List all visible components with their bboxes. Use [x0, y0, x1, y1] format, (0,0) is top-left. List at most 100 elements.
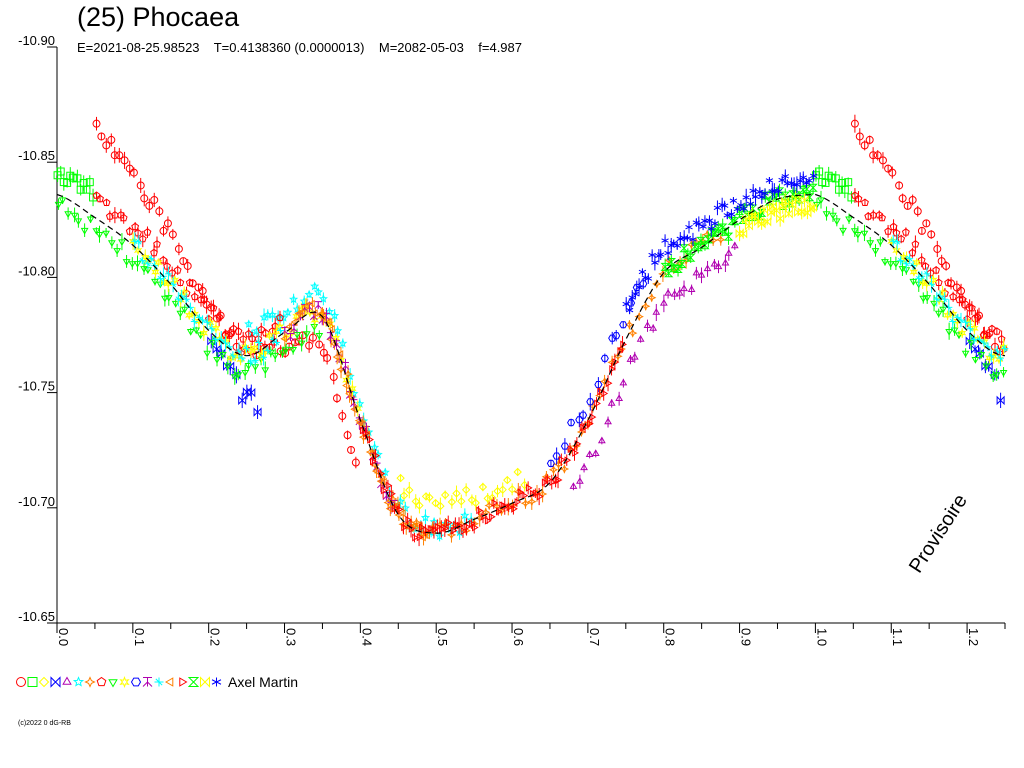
circle-marker: [97, 132, 106, 141]
marker-shape: [721, 258, 730, 266]
star6-marker: [211, 323, 221, 334]
marker-shape: [107, 135, 116, 144]
marker-shape: [1001, 345, 1009, 353]
marker-shape: [906, 255, 914, 263]
invtriangle-marker: [133, 261, 142, 268]
pentagon-marker: [949, 292, 958, 301]
marker-shape: [871, 248, 880, 255]
marker-shape: [229, 324, 238, 333]
marker-shape: [958, 295, 967, 304]
diamond-marker: [478, 482, 488, 492]
invtriangle-marker: [54, 201, 63, 209]
marker-shape: [730, 241, 739, 249]
marker-shape: [536, 492, 544, 501]
marker-shape: [802, 185, 812, 194]
asterisk-marker: [761, 189, 769, 197]
marker-shape: [579, 411, 588, 419]
triangle-marker: [569, 482, 578, 489]
invtriangle-marker: [192, 327, 201, 335]
marker-shape: [286, 333, 295, 341]
marker-shape: [892, 245, 901, 256]
y-tick-label: -10.85: [18, 148, 55, 163]
cross-marker: [962, 318, 970, 326]
diamond-marker: [503, 475, 512, 485]
pentagon-marker: [261, 328, 270, 337]
marker-shape: [180, 306, 189, 314]
marker-shape: [576, 427, 587, 437]
lefttriangle-marker: [302, 301, 310, 310]
chart-title: (25) Phocaea: [77, 2, 240, 32]
circle-marker: [140, 194, 149, 203]
invtriangle-marker: [64, 211, 73, 219]
marker-shape: [864, 212, 873, 220]
marker-shape: [973, 313, 982, 321]
marker-shape: [223, 363, 232, 371]
asterisk-marker: [673, 242, 681, 250]
righttriangle-marker: [367, 435, 374, 444]
marker-shape: [389, 489, 396, 498]
marker-shape: [138, 257, 146, 265]
star6-marker: [250, 343, 259, 354]
legend-symbol-diamond: [38, 676, 50, 688]
cross-marker: [264, 347, 272, 355]
circle-marker: [957, 286, 966, 295]
star5-marker: [289, 294, 299, 304]
bowtie-marker: [253, 407, 262, 417]
star4-marker: [484, 500, 494, 511]
circle-marker: [232, 342, 241, 351]
hexagon-marker: [594, 381, 603, 389]
marker-shape: [234, 372, 243, 380]
marker-shape: [192, 327, 201, 335]
marker-shape: [153, 240, 161, 248]
circle-marker: [942, 261, 951, 270]
marker-shape: [888, 168, 897, 177]
marker-shape: [173, 266, 182, 274]
pentagon-marker: [932, 266, 940, 274]
star5-marker: [318, 293, 328, 303]
marker-shape: [912, 257, 922, 268]
marker-shape: [215, 334, 224, 345]
marker-shape: [163, 219, 172, 228]
pentagon-marker: [983, 331, 992, 339]
invtriangle-marker: [186, 329, 195, 336]
triangle-marker: [703, 264, 712, 272]
star6-marker: [957, 328, 967, 338]
invtriangle-marker: [982, 363, 991, 371]
marker-shape: [84, 676, 96, 688]
pentagon-marker: [276, 313, 284, 321]
marker-shape: [267, 309, 277, 319]
invtriangle-marker: [234, 372, 243, 380]
star4-marker: [607, 357, 617, 368]
lefttriangle-marker: [423, 531, 430, 540]
marker-shape: [673, 265, 683, 274]
marker-shape: [897, 257, 905, 265]
star5-marker: [333, 326, 343, 335]
marker-shape: [582, 423, 590, 431]
marker-shape: [699, 223, 707, 231]
marker-shape: [750, 211, 759, 221]
marker-shape: [289, 347, 298, 354]
invtriangle-marker: [945, 329, 954, 336]
marker-shape: [108, 679, 118, 688]
marker-shape: [187, 677, 200, 687]
marker-shape: [318, 293, 328, 303]
diamond-marker: [440, 490, 450, 500]
session-3: [207, 333, 1005, 420]
legend-symbol-hexagon: [130, 677, 142, 687]
hexagon-marker: [579, 411, 588, 419]
lefttriangle-marker: [376, 477, 384, 486]
marker-shape: [315, 333, 324, 340]
marker-shape: [809, 172, 818, 180]
invtriangle-marker: [92, 228, 101, 235]
asterisk-marker: [799, 174, 808, 182]
triangle-marker: [585, 450, 594, 457]
marker-shape: [822, 211, 831, 219]
asterisk-marker: [729, 197, 738, 205]
circle-marker: [850, 119, 859, 128]
marker-shape: [597, 436, 606, 444]
x-tick-label: 0.7: [587, 628, 602, 646]
marker-shape: [50, 676, 61, 688]
marker-shape: [854, 194, 863, 203]
marker-shape: [197, 295, 205, 304]
marker-shape: [537, 489, 548, 499]
